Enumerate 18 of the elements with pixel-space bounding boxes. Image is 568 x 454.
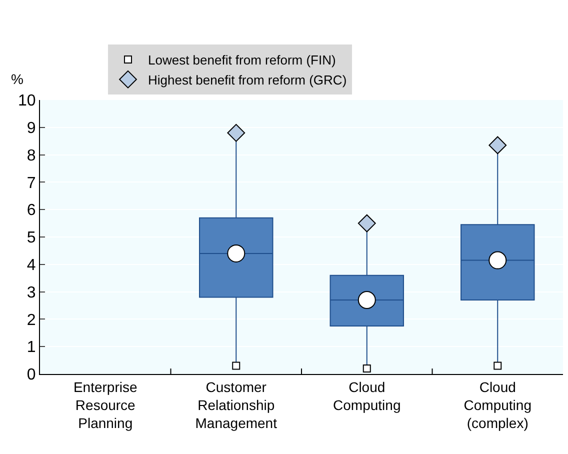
legend-label: Highest benefit from reform (GRC) <box>148 72 347 88</box>
y-tick-label: 1 <box>26 339 36 356</box>
legend-label: Lowest benefit from reform (FIN) <box>148 52 336 68</box>
y-tick-label: 6 <box>26 202 36 220</box>
y-axis-title: % <box>11 71 24 87</box>
y-tick-label: 5 <box>26 230 36 247</box>
y-tick-label: 9 <box>26 120 36 137</box>
y-tick-label: 4 <box>26 257 36 274</box>
y-tick-label: 2 <box>26 312 36 329</box>
x-tick-label: Enterprise Resource Planning <box>73 378 138 432</box>
x-tick-label: Cloud Computing (complex) <box>464 378 532 432</box>
y-tick-label: 10 <box>18 92 36 110</box>
y-tick-label: 8 <box>26 147 36 164</box>
y-tick-label: 0 <box>26 366 36 384</box>
y-tick-label: 3 <box>26 284 36 302</box>
y-tick-label: 7 <box>26 174 36 192</box>
x-tick-label: Customer Relationship Management <box>195 378 278 432</box>
x-tick-label: Cloud Computing <box>333 378 401 413</box>
